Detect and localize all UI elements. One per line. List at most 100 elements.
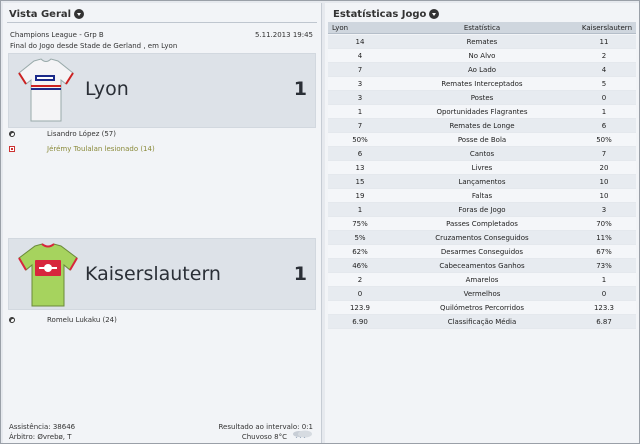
event-label: Lisandro López (57) xyxy=(47,130,116,138)
stat-away-value: 5 xyxy=(601,80,607,88)
away-team-name[interactable]: Kaiserslautern xyxy=(85,263,221,285)
stats-row: 19 Faltas 10 xyxy=(328,189,636,203)
referee-label: Árbitro: Øvrebø, T xyxy=(9,433,72,441)
stat-label: Passes Completados xyxy=(446,220,518,228)
stats-header-home[interactable]: Lyon xyxy=(332,24,349,32)
stats-row: 3 Remates Interceptados 5 xyxy=(328,77,636,91)
stats-row: 62% Desarmes Conseguidos 67% xyxy=(328,245,636,259)
event-label: Romelu Lukaku (24) xyxy=(47,316,117,324)
stat-label: Quilómetros Percorridos xyxy=(440,304,524,312)
stats-row: 1 Oportunidades Flagrantes 1 xyxy=(328,105,636,119)
stat-home-value: 46% xyxy=(352,262,368,270)
competition-label: Champions League - Grp B xyxy=(10,31,104,39)
stat-away-value: 7 xyxy=(601,150,607,158)
stat-home-value: 7 xyxy=(357,66,363,74)
stats-row: 75% Passes Completados 70% xyxy=(328,217,636,231)
stats-row: 13 Livres 20 xyxy=(328,161,636,175)
rain-cloud-icon xyxy=(293,430,312,438)
overview-title-label: Vista Geral xyxy=(9,8,72,20)
away-goal-event[interactable]: Romelu Lukaku (24) xyxy=(9,316,117,324)
chevron-down-icon[interactable] xyxy=(74,9,85,19)
stats-row: 14 Remates 11 xyxy=(328,35,636,49)
stat-home-value: 0 xyxy=(357,290,363,298)
match-overview-panel: Vista Geral Champions League - Grp B 5.1… xyxy=(3,3,322,443)
stat-label: Ao Lado xyxy=(467,66,497,74)
stat-label: Remates de Longe xyxy=(449,122,515,130)
stats-title-label: Estatísticas Jogo xyxy=(333,8,427,20)
stat-away-value: 4 xyxy=(601,66,607,74)
stat-away-value: 20 xyxy=(599,164,609,172)
stat-label: Postes xyxy=(470,94,494,102)
stat-label: Cantos xyxy=(469,150,495,158)
chevron-down-icon[interactable] xyxy=(429,9,440,19)
attendance-label: Assistência: 38646 xyxy=(9,423,76,431)
stat-label: Lançamentos xyxy=(458,178,506,186)
stat-away-value: 10 xyxy=(599,192,609,200)
stats-row: 2 Amarelos 1 xyxy=(328,273,636,287)
stat-label: Cruzamentos Conseguidos xyxy=(435,234,529,242)
stats-row: 123.9 Quilómetros Percorridos 123.3 xyxy=(328,301,636,315)
stat-home-value: 123.9 xyxy=(349,304,371,312)
stat-away-value: 10 xyxy=(599,178,609,186)
stat-home-value: 14 xyxy=(355,38,365,46)
stat-home-value: 3 xyxy=(357,80,363,88)
stat-home-value: 19 xyxy=(355,192,365,200)
stats-header-away[interactable]: Kaiserslautern xyxy=(581,24,632,32)
stat-label: Posse de Bola xyxy=(457,136,507,144)
stat-away-value: 6.87 xyxy=(596,318,612,326)
home-team-name[interactable]: Lyon xyxy=(85,78,129,100)
stat-label: Vermelhos xyxy=(463,290,501,298)
stat-label: Desarmes Conseguidos xyxy=(440,248,524,256)
stat-home-value: 6.90 xyxy=(352,318,368,326)
stat-away-value: 70% xyxy=(596,220,612,228)
away-team-box: Kaiserslautern 1 xyxy=(8,238,316,310)
stats-row: 3 Postes 0 xyxy=(328,91,636,105)
halftime-label: Resultado ao intervalo: 0:1 xyxy=(218,423,314,431)
stat-home-value: 4 xyxy=(357,52,363,60)
event-label: Jérémy Toulalan lesionado (14) xyxy=(47,145,155,153)
stats-header-label[interactable]: Estatística xyxy=(463,24,501,32)
stats-row: 46% Cabeceamentos Ganhos 73% xyxy=(328,259,636,273)
stats-row: 6.90 Classificação Média 6.87 xyxy=(328,315,636,329)
stat-away-value: 0 xyxy=(601,290,607,298)
stat-home-value: 7 xyxy=(357,122,363,130)
ball-icon xyxy=(9,131,15,137)
stats-row: 7 Remates de Longe 6 xyxy=(328,119,636,133)
stat-label: Foras de Jogo xyxy=(458,206,506,214)
stat-label: Remates Interceptados xyxy=(441,80,523,88)
stat-away-value: 73% xyxy=(596,262,612,270)
venue-label: Final do Jogo desde Stade de Gerland , e… xyxy=(10,42,178,50)
stats-header-row: Estatística Lyon Kaiserslautern xyxy=(328,22,636,34)
stats-row: 50% Posse de Bola 50% xyxy=(328,133,636,147)
home-team-score: 1 xyxy=(293,78,307,100)
match-date: 5.11.2013 19:45 xyxy=(254,31,313,39)
white-kit-icon xyxy=(18,58,74,122)
stat-away-value: 11 xyxy=(599,38,609,46)
stats-row: 15 Lançamentos 10 xyxy=(328,175,636,189)
stats-table: 14 Remates 11 4 No Alvo 2 7 Ao Lado 4 3 Remates In… xyxy=(328,35,636,329)
stats-row: 6 Cantos 7 xyxy=(328,147,636,161)
stat-away-value: 6 xyxy=(601,122,607,130)
home-goal-event[interactable]: Lisandro López (57) xyxy=(9,130,116,138)
stats-row: 1 Foras de Jogo 3 xyxy=(328,203,636,217)
overview-title[interactable]: Vista Geral xyxy=(9,7,85,21)
stat-label: Livres xyxy=(471,164,493,172)
stat-away-value: 11% xyxy=(596,234,612,242)
stat-label: Amarelos xyxy=(465,276,499,284)
stat-away-value: 67% xyxy=(596,248,612,256)
away-team-score: 1 xyxy=(293,263,307,285)
stat-home-value: 50% xyxy=(352,136,368,144)
home-injury-event[interactable]: Jérémy Toulalan lesionado (14) xyxy=(9,145,155,153)
divider xyxy=(7,22,317,23)
stat-away-value: 50% xyxy=(596,136,612,144)
stats-row: 4 No Alvo 2 xyxy=(328,49,636,63)
stat-label: Cabeceamentos Ganhos xyxy=(439,262,525,270)
stat-label: Oportunidades Flagrantes xyxy=(436,108,528,116)
stat-label: Faltas xyxy=(471,192,493,200)
stat-away-value: 123.3 xyxy=(593,304,615,312)
stat-home-value: 13 xyxy=(355,164,365,172)
stats-title[interactable]: Estatísticas Jogo xyxy=(333,7,440,21)
stat-home-value: 5% xyxy=(354,234,366,242)
stat-home-value: 75% xyxy=(352,220,368,228)
stat-label: No Alvo xyxy=(468,52,496,60)
